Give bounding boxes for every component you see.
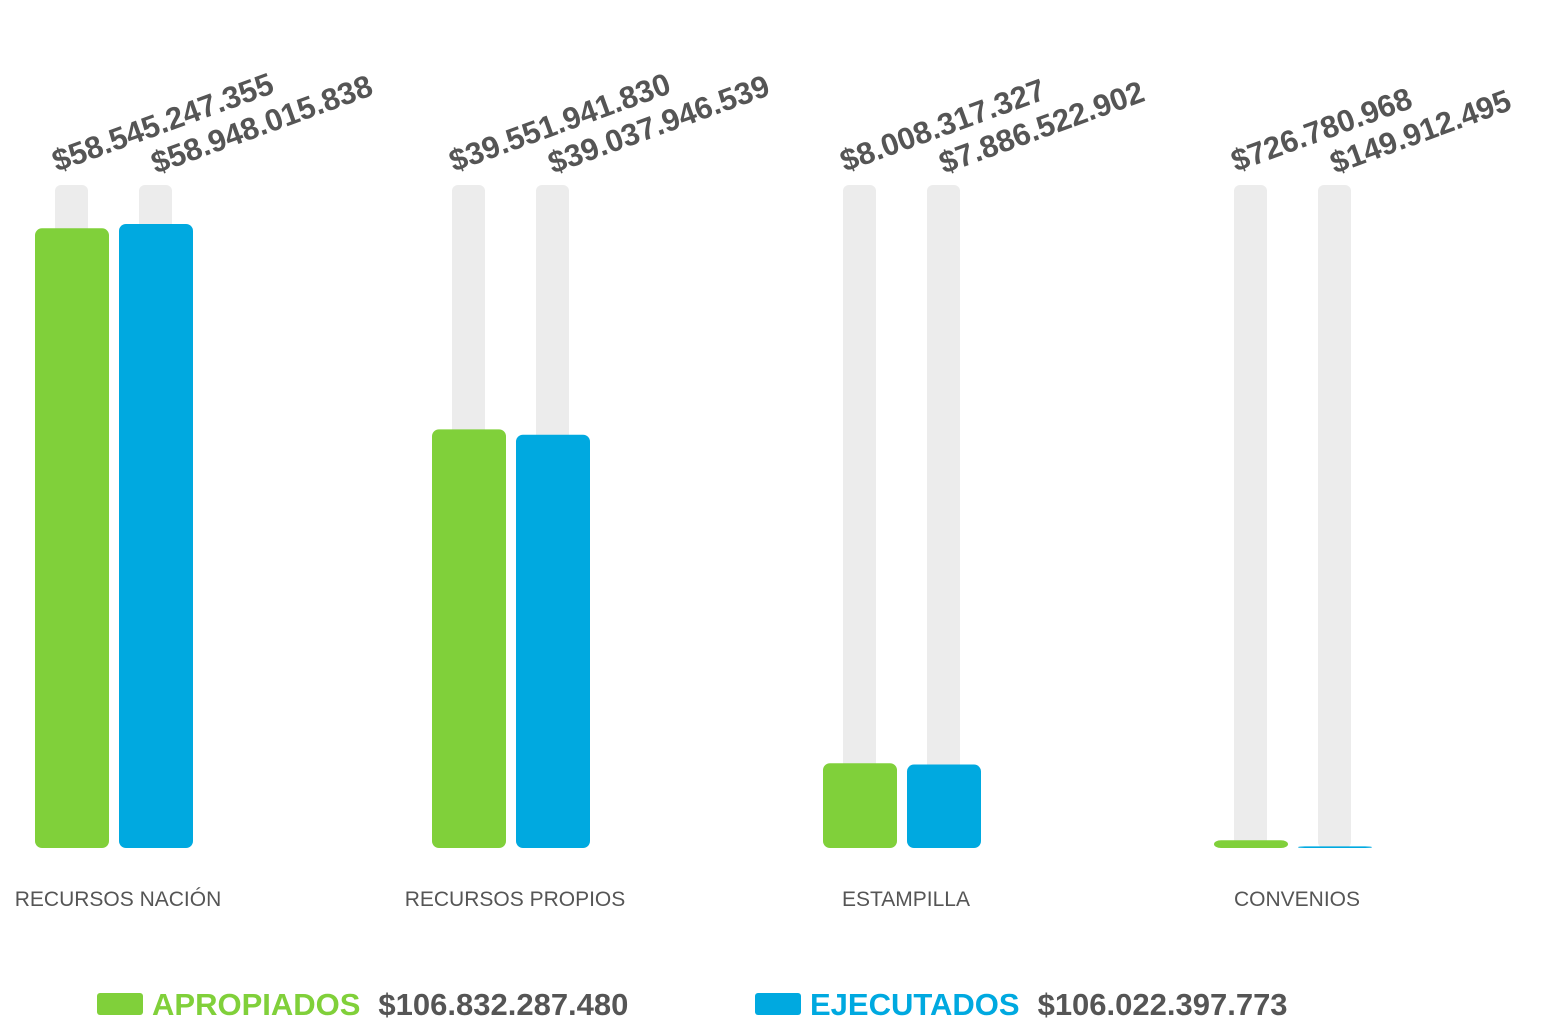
legend-total: $106.832.287.480: [378, 987, 628, 1021]
legend-label: EJECUTADOS: [810, 987, 1020, 1021]
bar: [907, 764, 981, 848]
bar-track: [1318, 185, 1351, 848]
legend-swatch: [97, 993, 143, 1015]
bar-track: [1234, 185, 1267, 848]
bar: [119, 224, 193, 848]
bar-track: [843, 185, 876, 848]
x-tick-label: RECURSOS NACIÓN: [15, 888, 222, 911]
bar: [432, 429, 506, 848]
bar: [35, 228, 109, 848]
legend-total: $106.022.397.773: [1038, 987, 1288, 1021]
bar: [823, 763, 897, 848]
x-tick-label: RECURSOS PROPIOS: [405, 888, 626, 911]
x-tick-label: ESTAMPILLA: [842, 888, 970, 911]
bar: [1214, 840, 1288, 848]
bar: [516, 434, 590, 848]
bar: [1298, 846, 1372, 848]
x-tick-label: CONVENIOS: [1234, 888, 1360, 911]
legend-swatch: [755, 993, 801, 1015]
bar-track: [927, 185, 960, 848]
legend-label: APROPIADOS: [152, 987, 360, 1021]
